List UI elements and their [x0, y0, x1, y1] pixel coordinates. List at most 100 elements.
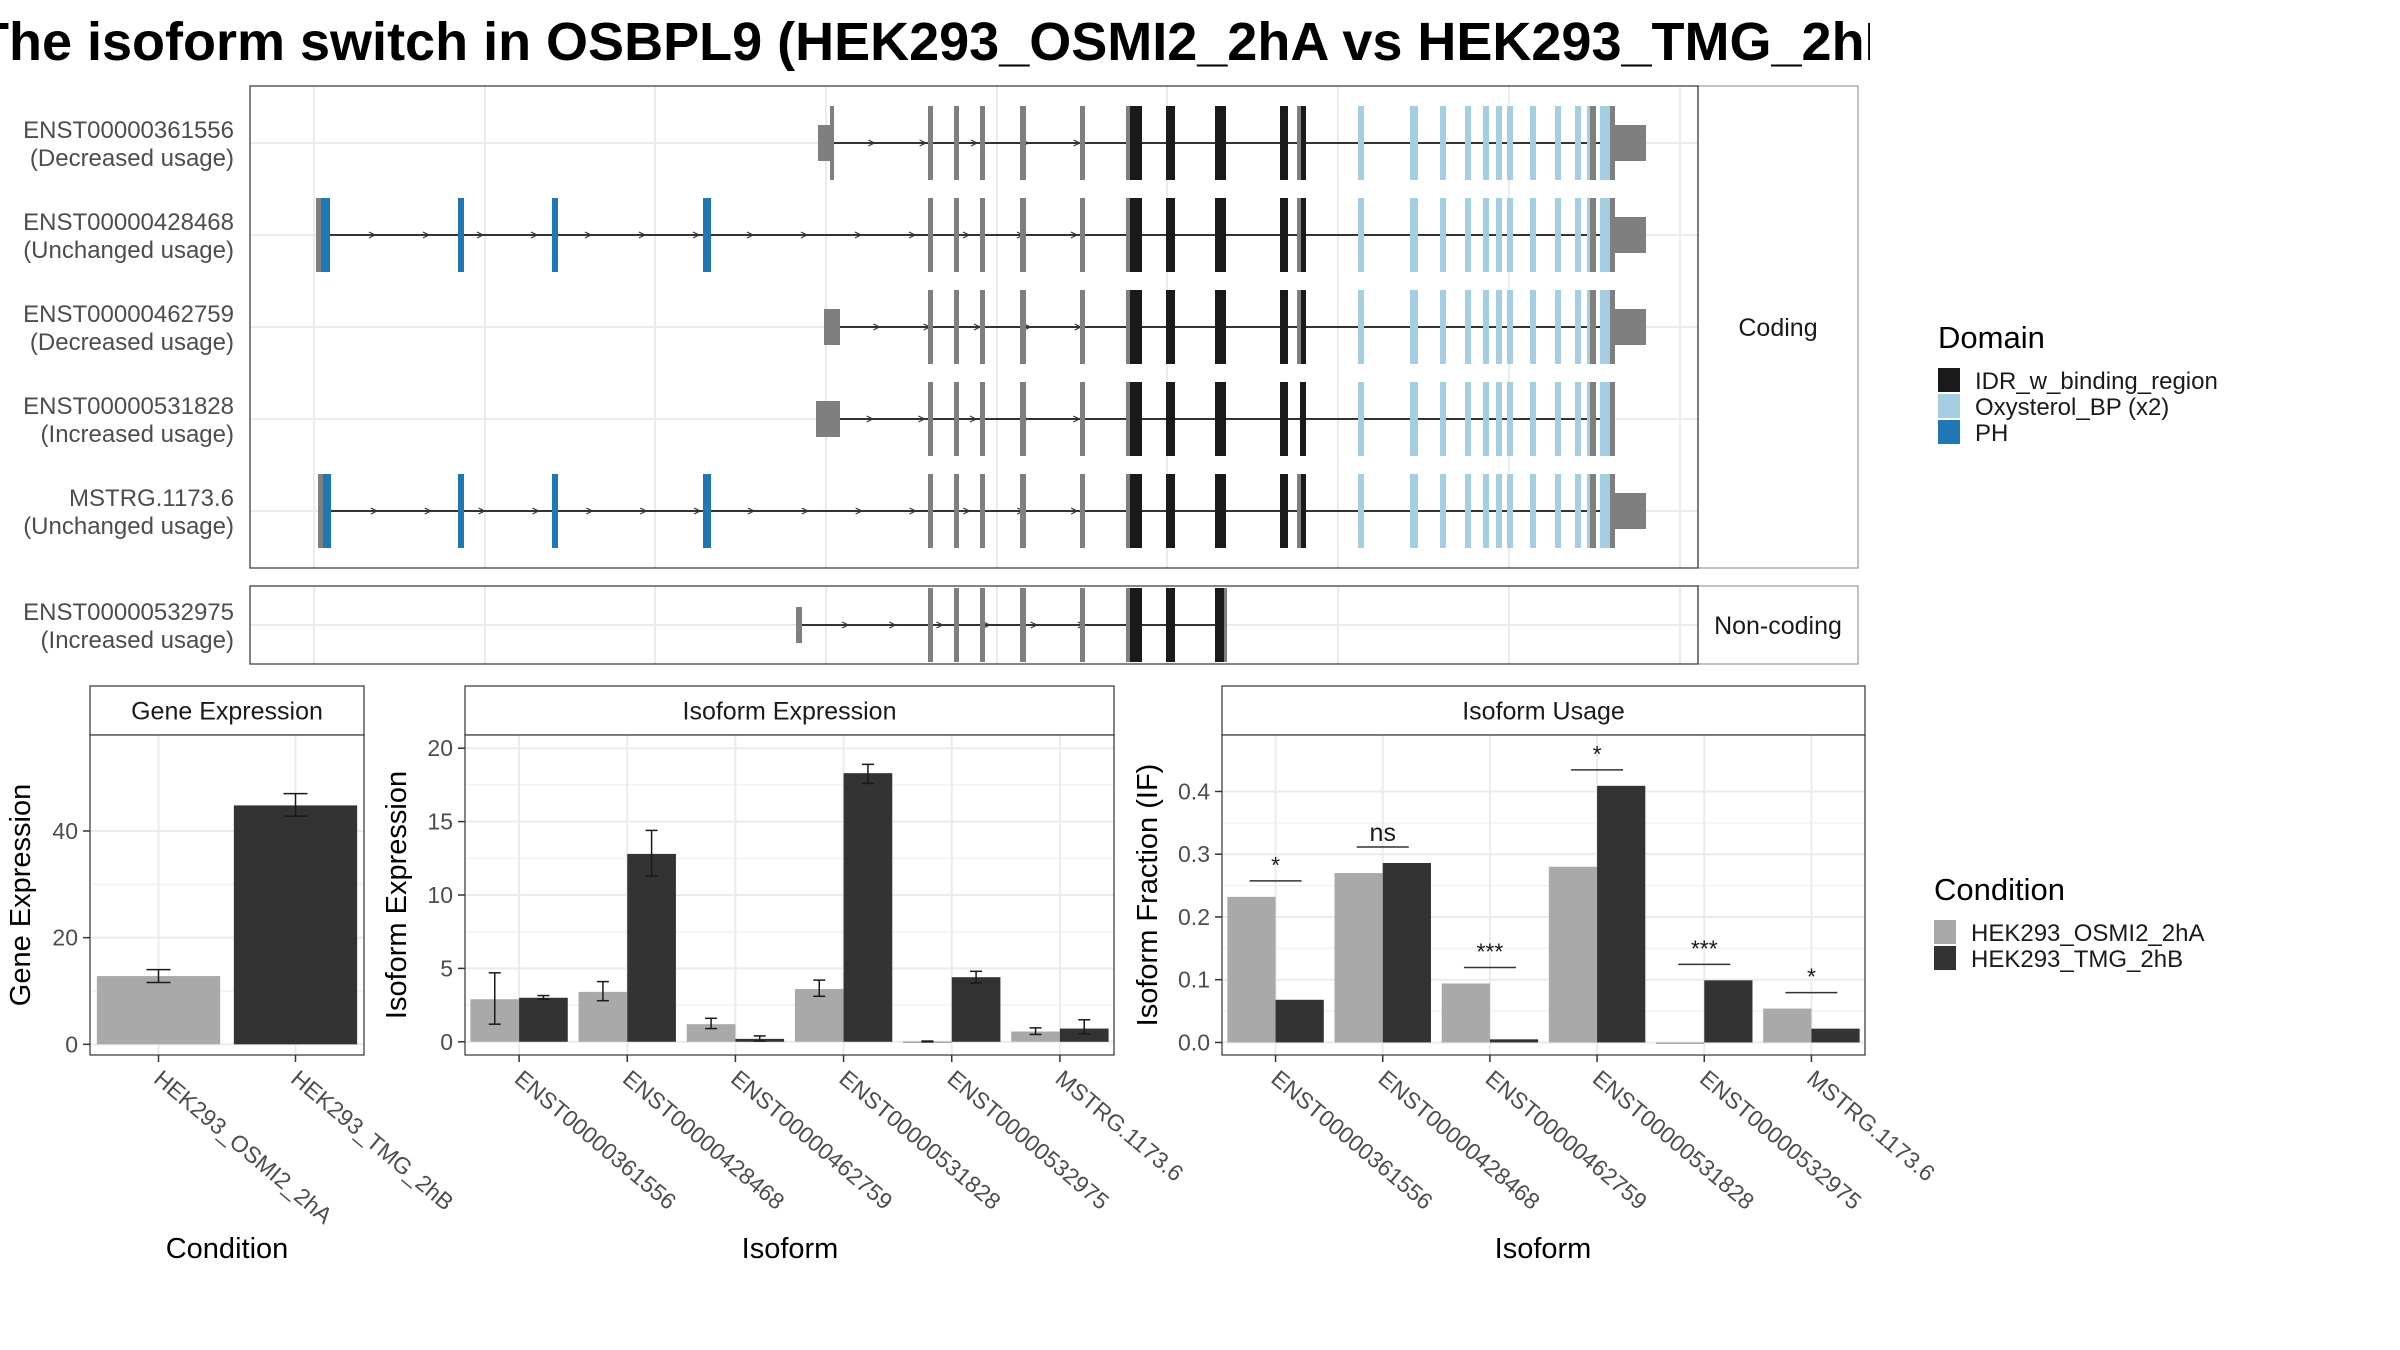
legend-key	[1934, 946, 1956, 970]
exon	[1590, 382, 1596, 456]
exon	[1600, 290, 1606, 364]
exon	[980, 474, 985, 548]
intron-arrow	[639, 507, 648, 515]
exon	[1080, 474, 1085, 548]
exon	[830, 106, 834, 180]
exon	[1555, 198, 1561, 272]
exon	[1126, 588, 1130, 662]
exon	[796, 607, 802, 643]
exon	[1126, 290, 1130, 364]
exon	[1166, 382, 1175, 456]
exon	[1410, 474, 1418, 548]
intron-arrow	[638, 231, 647, 239]
bar	[1489, 1039, 1539, 1043]
exon	[1600, 382, 1606, 456]
exon	[1080, 290, 1085, 364]
exon	[1080, 198, 1085, 272]
exon	[1020, 474, 1026, 548]
exon	[1465, 290, 1471, 364]
exon	[1358, 198, 1364, 272]
x-axis-title: Isoform	[1495, 1233, 1592, 1265]
exon	[824, 309, 840, 345]
structure-panel-border	[249, 85, 1699, 569]
bar	[1227, 896, 1276, 1043]
legend-label: HEK293_OSMI2_2hA	[1971, 920, 2204, 947]
exon	[1440, 290, 1446, 364]
y-tick-label: 20	[52, 925, 78, 951]
exon	[1610, 290, 1615, 364]
y-tick-label: 0.2	[1178, 904, 1210, 930]
bar	[1811, 1028, 1860, 1043]
exon	[1358, 290, 1364, 364]
exon	[321, 198, 330, 272]
exon	[1126, 198, 1130, 272]
exon	[1590, 106, 1596, 180]
exon	[1496, 382, 1502, 456]
intron-arrow	[532, 507, 540, 515]
exon	[954, 198, 959, 272]
strip-coding	[1697, 85, 1859, 569]
panel-border	[464, 734, 1115, 1056]
transcript-id-label: ENST00000532975	[23, 599, 234, 626]
exon	[1215, 290, 1226, 364]
bar	[1441, 983, 1490, 1043]
exon	[1440, 474, 1446, 548]
exon	[1166, 106, 1175, 180]
transcript-usage-label: (Decreased usage)	[30, 329, 234, 356]
bar	[1656, 1042, 1705, 1044]
exon	[1605, 474, 1610, 548]
exon	[703, 474, 711, 548]
intron-arrow	[919, 139, 928, 147]
exon	[323, 474, 331, 548]
transcript-id-label: ENST00000531828	[23, 393, 234, 420]
intron-arrow	[746, 231, 755, 239]
exon	[1224, 588, 1227, 662]
transcript-id-label: ENST00000428468	[23, 209, 234, 236]
exon	[1605, 106, 1610, 180]
intron-arrow	[969, 415, 978, 423]
exon	[1610, 106, 1615, 180]
significance-label: ns	[1370, 819, 1396, 847]
exon	[1020, 106, 1026, 180]
intron-arrow	[889, 621, 897, 629]
intron-arrow	[1070, 231, 1079, 239]
exon	[1130, 106, 1142, 180]
bar	[1334, 873, 1383, 1043]
exon	[1600, 474, 1606, 548]
intron-arrow	[970, 139, 979, 147]
legend-key	[1938, 368, 1960, 392]
chart-title-text: The isoform switch in OSBPL9 (HEK293_OSM…	[0, 12, 1870, 72]
exon	[1215, 382, 1226, 456]
intron-arrow	[1070, 507, 1079, 515]
exon	[1280, 474, 1288, 548]
exon	[1300, 198, 1306, 272]
intron-arrow	[983, 621, 991, 629]
intron-arrow	[854, 231, 863, 239]
exon	[1465, 198, 1471, 272]
exon	[1440, 198, 1446, 272]
transcript-id-label: MSTRG.1173.6	[69, 485, 234, 512]
exon	[1080, 106, 1085, 180]
exon	[1126, 382, 1130, 456]
exon-utr	[1614, 217, 1646, 253]
bar	[627, 853, 676, 1042]
intron-arrow	[530, 231, 539, 239]
bar	[1704, 980, 1753, 1043]
exon	[1410, 106, 1418, 180]
exon	[1300, 382, 1306, 456]
exon	[1610, 382, 1615, 456]
y-tick-label: 40	[52, 818, 78, 844]
exon	[1410, 382, 1418, 456]
exon	[1280, 290, 1288, 364]
exon	[1130, 290, 1142, 364]
transcript-usage-label: (Increased usage)	[41, 627, 234, 654]
exon	[1555, 382, 1561, 456]
exon	[1358, 382, 1364, 456]
exon	[458, 474, 464, 548]
bar	[1275, 999, 1324, 1043]
exon	[1610, 198, 1615, 272]
exon	[1166, 290, 1175, 364]
intron-arrow	[918, 415, 926, 423]
intron-arrow	[1073, 415, 1081, 423]
